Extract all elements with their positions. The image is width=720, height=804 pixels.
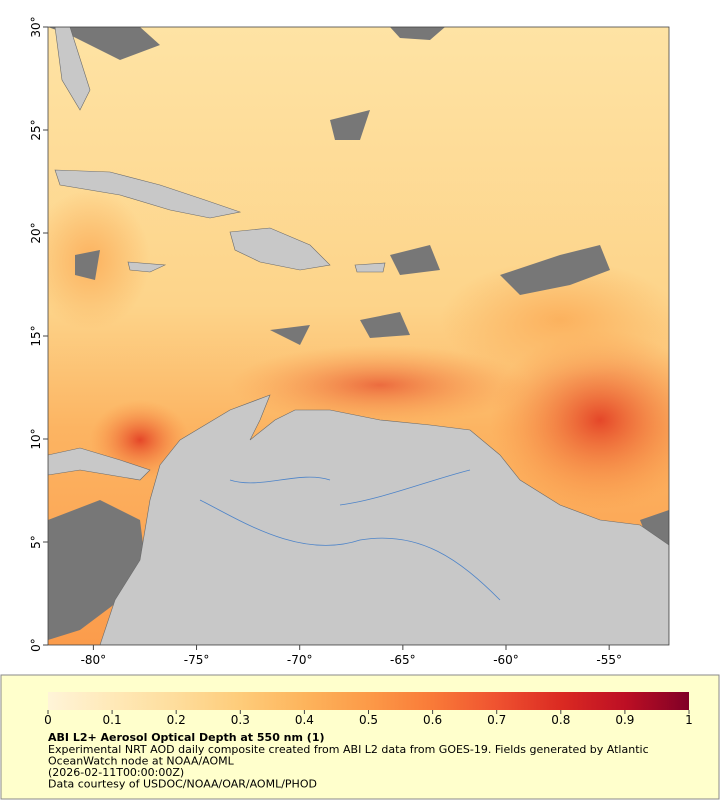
y-tick-label: 30° xyxy=(29,16,43,37)
y-tick-label: 25° xyxy=(29,119,43,140)
caption-line: OceanWatch node at NOAA/AOML xyxy=(48,755,235,768)
map-field xyxy=(48,27,669,645)
colorbar-tick-label: 0.2 xyxy=(167,713,186,727)
colorbar-tick-label: 1 xyxy=(685,713,693,727)
land xyxy=(48,27,669,645)
x-tick-label: -75° xyxy=(184,653,210,667)
colorbar-tick-label: 0.8 xyxy=(551,713,570,727)
caption-line: (2026-02-11T00:00:00Z) xyxy=(48,766,184,779)
caption-line: Experimental NRT AOD daily composite cre… xyxy=(48,743,649,756)
colorbar-tick-label: 0.1 xyxy=(103,713,122,727)
colorbar-tick-label: 0.6 xyxy=(423,713,442,727)
colorbar-tick-label: 0.3 xyxy=(231,713,250,727)
x-tick-label: -60° xyxy=(493,653,519,667)
caption-line: Data courtesy of USDOC/NOAA/OAR/AOML/PHO… xyxy=(48,778,317,791)
y-tick-label: 5° xyxy=(29,535,43,549)
y-tick-label: 0° xyxy=(29,638,43,652)
colorbar-tick-label: 0 xyxy=(44,713,52,727)
x-tick-label: -65° xyxy=(390,653,416,667)
rivers xyxy=(199,469,501,601)
y-tick-label: 20° xyxy=(29,222,43,243)
no-data xyxy=(48,27,669,640)
colorbar xyxy=(48,692,689,710)
colorbar-tick-label: 0.9 xyxy=(615,713,634,727)
x-tick-label: -55° xyxy=(596,653,622,667)
y-tick-label: 10° xyxy=(29,428,43,449)
colorbar-tick-label: 0.4 xyxy=(295,713,314,727)
x-tick-label: -70° xyxy=(287,653,313,667)
x-tick-label: -80° xyxy=(81,653,107,667)
caption-title: ABI L2+ Aerosol Optical Depth at 550 nm … xyxy=(48,731,325,744)
y-tick-label: 15° xyxy=(29,325,43,346)
colorbar-tick-label: 0.5 xyxy=(359,713,378,727)
colorbar-tick-label: 0.7 xyxy=(487,713,506,727)
